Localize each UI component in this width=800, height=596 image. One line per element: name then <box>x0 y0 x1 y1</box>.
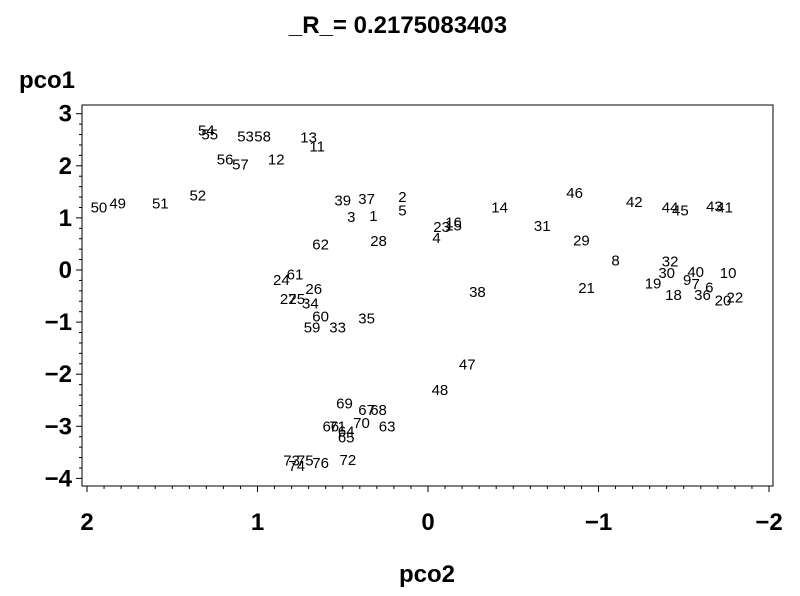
data-point: 19 <box>645 276 662 293</box>
data-point: 23 <box>433 219 450 236</box>
data-point: 68 <box>370 402 387 419</box>
x-tick-label: 1 <box>251 509 264 536</box>
data-point: 15 <box>445 218 462 235</box>
data-point: 74 <box>288 458 305 475</box>
data-point: 21 <box>578 280 595 297</box>
data-point: 72 <box>340 452 357 469</box>
data-point: 22 <box>727 290 744 307</box>
data-point: 40 <box>687 264 704 281</box>
data-point: 50 <box>91 199 108 216</box>
data-point: 31 <box>534 218 551 235</box>
data-point: 27 <box>280 291 297 308</box>
data-point: 51 <box>152 195 169 212</box>
data-point: 55 <box>201 126 218 143</box>
data-point: 53 <box>237 129 254 146</box>
data-point: 12 <box>268 152 285 169</box>
data-point: 41 <box>716 199 733 216</box>
data-point: 8 <box>611 253 619 270</box>
data-point: 36 <box>694 287 711 304</box>
data-point: 39 <box>334 193 351 210</box>
data-point: 47 <box>459 356 476 373</box>
y-tick-label: −2 <box>45 361 72 388</box>
data-point: 58 <box>254 129 271 146</box>
data-point: 34 <box>302 295 319 312</box>
data-point: 59 <box>304 319 321 336</box>
data-point: 33 <box>329 319 346 336</box>
data-point: 24 <box>273 272 290 289</box>
data-point: 52 <box>189 187 206 204</box>
data-point: 42 <box>626 194 643 211</box>
data-point: 56 <box>217 152 234 169</box>
x-tick-label: −1 <box>585 509 612 536</box>
x-axis: 2 1 0 −1 −2 <box>80 486 783 536</box>
data-point: 26 <box>305 281 322 298</box>
data-point: 46 <box>566 185 583 202</box>
y-tick-label: 1 <box>59 205 72 232</box>
data-point: 43 <box>706 198 723 215</box>
data-point: 54 <box>198 122 215 139</box>
data-point: 65 <box>338 430 355 447</box>
y-tick-label: −3 <box>45 413 72 440</box>
data-point: 44 <box>662 199 679 216</box>
data-point: 4 <box>432 230 440 247</box>
y-axis: 3 2 1 0 −1 −2 −3 −4 <box>45 101 82 492</box>
data-point: 66 <box>322 418 339 435</box>
data-point: 2 <box>398 189 406 206</box>
data-point: 38 <box>469 284 486 301</box>
data-point: 63 <box>379 418 396 435</box>
y-tick-label: −4 <box>45 465 73 492</box>
x-tick-label: −2 <box>755 509 782 536</box>
y-axis-title: pco1 <box>19 67 75 94</box>
data-point: 75 <box>297 453 314 470</box>
data-point: 64 <box>338 423 355 440</box>
data-point: 29 <box>573 232 590 249</box>
data-point: 71 <box>329 418 346 435</box>
x-tick-label: 2 <box>80 509 93 536</box>
data-point: 18 <box>665 287 682 304</box>
data-point: 61 <box>287 267 304 284</box>
data-point: 9 <box>683 272 691 289</box>
y-tick-label: 2 <box>59 153 72 180</box>
data-point: 13 <box>300 130 317 147</box>
y-tick-label: 3 <box>59 101 72 128</box>
data-point: 16 <box>445 215 462 232</box>
data-point: 1 <box>369 208 377 225</box>
data-point: 67 <box>358 402 375 419</box>
data-point: 70 <box>353 415 370 432</box>
data-point: 14 <box>491 199 508 216</box>
data-point: 20 <box>715 293 732 310</box>
data-point: 48 <box>432 382 449 399</box>
data-point: 10 <box>720 265 737 282</box>
data-point: 69 <box>336 395 353 412</box>
data-point: 60 <box>312 308 329 325</box>
data-point: 3 <box>347 209 355 226</box>
data-point: 57 <box>232 157 249 174</box>
data-point: 73 <box>283 453 300 470</box>
x-axis-title: pco2 <box>399 561 455 588</box>
data-point: 25 <box>288 291 305 308</box>
data-point: 30 <box>658 265 675 282</box>
data-point: 6 <box>705 280 713 297</box>
data-point: 32 <box>662 254 679 271</box>
y-tick-label: −1 <box>45 309 72 336</box>
data-point: 76 <box>312 455 329 472</box>
chart-title: _R_= 0.2175083403 <box>288 12 507 39</box>
data-point: 62 <box>312 236 329 253</box>
data-point: 5 <box>398 203 406 220</box>
data-point: 37 <box>358 191 375 208</box>
data-point: 28 <box>370 233 387 250</box>
data-point: 11 <box>309 138 325 155</box>
y-tick-label: 0 <box>59 257 72 284</box>
data-point: 35 <box>358 310 375 327</box>
x-tick-label: 0 <box>421 509 434 536</box>
data-point: 7 <box>692 276 700 293</box>
data-point: 45 <box>672 203 689 220</box>
data-point: 49 <box>109 195 126 212</box>
